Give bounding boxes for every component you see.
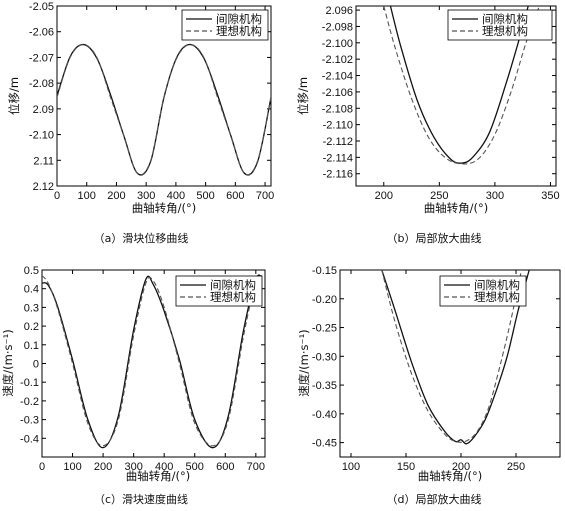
y-tick-label: 2.12 bbox=[33, 181, 54, 193]
y-tick-label: -2.110 bbox=[323, 120, 353, 132]
y-tick-label: 0.5 bbox=[24, 265, 39, 277]
y-tick-label: -2.112 bbox=[323, 136, 353, 148]
y-tick-label: -2.114 bbox=[323, 152, 353, 164]
series-line-1 bbox=[57, 44, 271, 176]
y-tick-label: -0.1 bbox=[20, 377, 39, 389]
legend-label: 理想机构 bbox=[474, 290, 520, 304]
x-tick-label: 700 bbox=[247, 461, 265, 473]
y-tick-label: -0.30 bbox=[312, 351, 337, 363]
plot-frame bbox=[339, 269, 561, 458]
y-tick-label: -2.102 bbox=[322, 54, 353, 66]
y-tick-label: -0.2 bbox=[20, 396, 39, 408]
x-tick-label: 300 bbox=[137, 190, 155, 202]
y-tick-label: -0.25 bbox=[312, 323, 337, 335]
x-tick-label: 200 bbox=[375, 190, 393, 202]
legend-label: 间隙机构 bbox=[216, 12, 262, 26]
legend-label: 间隙机构 bbox=[474, 278, 520, 292]
y-tick-label: -0.45 bbox=[312, 438, 337, 450]
y-tick-label: 0.1 bbox=[24, 340, 39, 352]
y-tick-label: -2.10 bbox=[29, 130, 54, 142]
x-axis-label: 曲轴转角/(°) bbox=[418, 469, 483, 483]
legend-label: 间隙机构 bbox=[210, 278, 256, 292]
legend-label: 理想机构 bbox=[210, 290, 256, 304]
series-line-1 bbox=[383, 6, 540, 165]
y-tick-label: -0.20 bbox=[312, 294, 337, 306]
y-tick-label: -0.35 bbox=[312, 380, 337, 392]
x-tick-label: 100 bbox=[63, 461, 81, 473]
y-tick-label: -2.05 bbox=[29, 1, 54, 13]
panel-caption: （c）滑块速度曲线 bbox=[94, 492, 188, 506]
x-tick-label: 600 bbox=[216, 461, 234, 473]
x-tick-label: 250 bbox=[507, 461, 525, 473]
panel-caption: （a）滑块位移曲线 bbox=[94, 231, 189, 245]
panel-caption: （d）局部放大曲线 bbox=[387, 492, 482, 506]
x-tick-label: 500 bbox=[186, 461, 204, 473]
y-tick-label: 0.4 bbox=[24, 284, 39, 296]
y-tick-label: 2.096 bbox=[325, 5, 353, 17]
y-tick-label: -2.108 bbox=[322, 103, 353, 115]
x-tick-label: 0 bbox=[39, 461, 45, 473]
legend-box bbox=[447, 9, 553, 41]
x-axis-label: 曲轴转角/(°) bbox=[132, 201, 197, 215]
y-tick-label: 2.09 bbox=[33, 104, 54, 116]
x-tick-label: 100 bbox=[78, 190, 96, 202]
y-tick-label: -0.3 bbox=[20, 415, 39, 427]
y-axis-label: 位移/m bbox=[296, 77, 310, 115]
x-tick-label: 150 bbox=[397, 461, 415, 473]
legend-label: 理想机构 bbox=[216, 24, 262, 38]
y-tick-label: -2.116 bbox=[323, 169, 353, 181]
y-tick-label: -2.104 bbox=[322, 71, 353, 83]
x-axis-label: 曲轴转角/(°) bbox=[126, 469, 191, 483]
x-tick-label: 350 bbox=[541, 190, 559, 202]
y-tick-label: -2.06 bbox=[29, 27, 54, 39]
x-tick-label: 200 bbox=[94, 461, 112, 473]
chart-panel-2: 0 100 200 300 400 500 600 700 0.5 0.4 0.3 0.2 0.1 0 -0… bbox=[1, 265, 266, 506]
x-tick-label: 400 bbox=[155, 461, 173, 473]
x-tick-label: 100 bbox=[342, 461, 360, 473]
legend-label: 理想机构 bbox=[482, 24, 528, 38]
y-tick-label: -0.15 bbox=[312, 265, 337, 277]
y-tick-label: 0.2 bbox=[24, 321, 39, 333]
y-tick-label: -2.07 bbox=[29, 52, 54, 64]
plot-frame bbox=[355, 5, 557, 187]
y-tick-label: 0 bbox=[33, 359, 39, 371]
panel-caption: （b）局部放大曲线 bbox=[387, 231, 482, 245]
x-tick-label: 500 bbox=[196, 190, 214, 202]
x-tick-label: 250 bbox=[430, 190, 448, 202]
x-tick-label: 0 bbox=[54, 190, 60, 202]
y-tick-label: -2.100 bbox=[322, 38, 353, 50]
x-tick-label: 400 bbox=[167, 190, 185, 202]
legend-box bbox=[175, 275, 263, 307]
chart-panel-0: 0 100 200 300 400 500 600 700 -2.05 -2.06 -2.07 -2.… bbox=[7, 1, 274, 245]
legend-box bbox=[181, 9, 269, 41]
series-line-1 bbox=[42, 274, 263, 447]
x-tick-label: 200 bbox=[107, 190, 125, 202]
y-tick-label: -0.4 bbox=[20, 433, 39, 445]
x-tick-label: 300 bbox=[124, 461, 142, 473]
chart-panel-3: 100 150 200 250 -0.15 -0.20 -0.25 -0.30 -0.35 -0.… bbox=[297, 265, 561, 506]
legend-label: 间隙机构 bbox=[482, 12, 528, 26]
x-tick-label: 200 bbox=[452, 461, 470, 473]
x-axis-label: 曲轴转角/(°) bbox=[424, 201, 489, 215]
chart-panel-1: 200 250 300 350 2.096 -2.098 -2.100 -2.102 -2.10… bbox=[296, 5, 560, 245]
y-tick-label: -2.098 bbox=[322, 21, 353, 33]
x-tick-label: 300 bbox=[486, 190, 504, 202]
x-tick-label: 600 bbox=[226, 190, 244, 202]
y-axis-label: 速度/(m·s⁻¹) bbox=[297, 329, 311, 396]
y-tick-label: -2.08 bbox=[29, 78, 54, 90]
series-line-0 bbox=[57, 43, 271, 176]
series-line-0 bbox=[389, 6, 529, 164]
series-line-1 bbox=[381, 270, 523, 443]
y-tick-label: 2.11 bbox=[33, 155, 54, 167]
y-tick-label: -2.106 bbox=[322, 87, 353, 99]
y-tick-label: 0.3 bbox=[24, 302, 39, 314]
y-axis-label: 速度/(m·s⁻¹) bbox=[1, 329, 15, 396]
x-tick-label: 700 bbox=[256, 190, 274, 202]
y-axis-label: 位移/m bbox=[7, 77, 21, 115]
y-tick-label: -0.40 bbox=[312, 409, 337, 421]
series-line-0 bbox=[381, 270, 530, 445]
legend-box bbox=[439, 275, 527, 307]
